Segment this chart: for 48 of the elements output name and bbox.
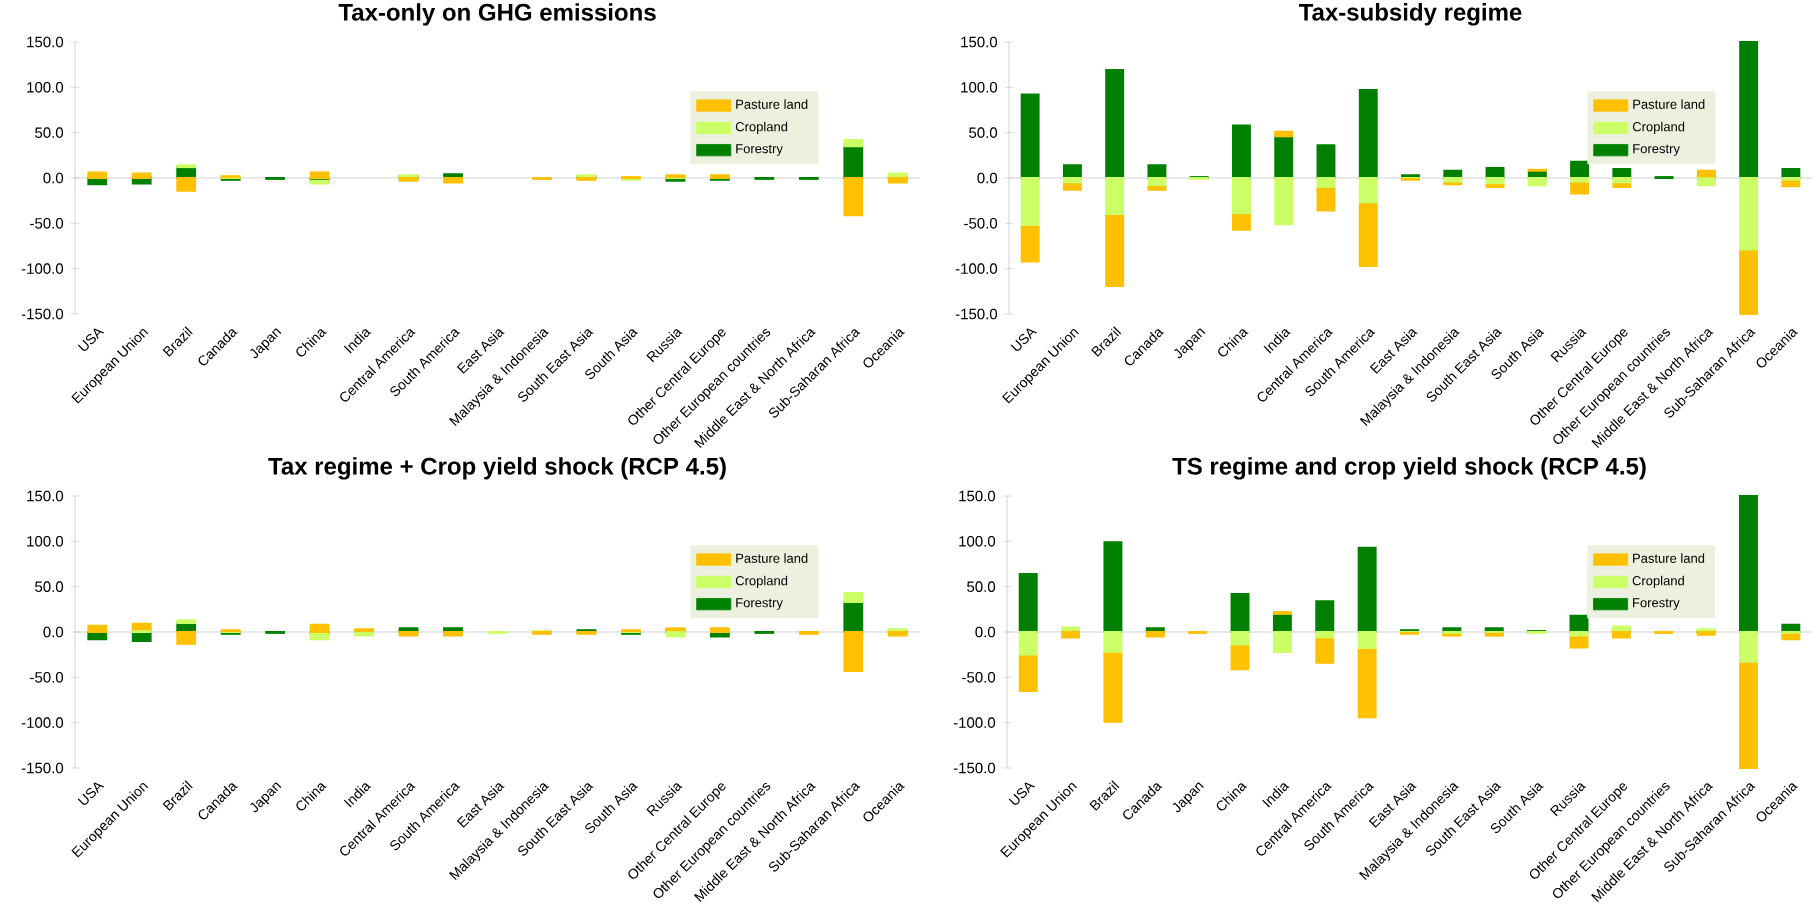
y-tick-label: -150.0 bbox=[21, 762, 64, 774]
legend-label: Cropland bbox=[735, 575, 788, 588]
y-tick-label: -50.0 bbox=[30, 672, 64, 683]
y-tick-label: 0.0 bbox=[43, 626, 64, 638]
y-tick-label: -50.0 bbox=[30, 218, 64, 229]
legend-label: Cropland bbox=[1632, 575, 1684, 588]
y-tick-label: 100.0 bbox=[961, 82, 998, 93]
y-tick-label: -100.0 bbox=[955, 263, 998, 274]
y-tick-label: 50.0 bbox=[35, 581, 64, 592]
y-tick-label: -50.0 bbox=[964, 218, 998, 229]
legend-label: Cropland bbox=[1632, 121, 1685, 134]
y-tick-label: -150.0 bbox=[953, 762, 996, 774]
y-tick-label: 100.0 bbox=[27, 82, 64, 93]
legend-label: Pasture land bbox=[1633, 553, 1705, 563]
y-tick-label: -100.0 bbox=[953, 717, 996, 728]
y-tick-label: 0.0 bbox=[43, 172, 64, 184]
y-tick-label: -100.0 bbox=[21, 263, 64, 274]
x-tick-label: USA bbox=[1010, 328, 1038, 351]
y-tick-label: 150.0 bbox=[959, 490, 996, 502]
chart-title: Tax regime + Crop yield shock (RCP 4.5) bbox=[268, 457, 726, 480]
y-tick-label: 0.0 bbox=[975, 626, 996, 638]
x-tick-label: USA bbox=[1008, 782, 1036, 805]
y-tick-label: 0.0 bbox=[977, 172, 998, 184]
x-tick-label: USA bbox=[77, 328, 105, 351]
chart-title: TS regime and crop yield shock (RCP 4.5) bbox=[1172, 457, 1646, 480]
y-tick-label: 150.0 bbox=[961, 36, 998, 48]
y-tick-label: 150.0 bbox=[27, 36, 64, 48]
y-tick-label: 100.0 bbox=[27, 536, 64, 547]
legend-label: Pasture land bbox=[736, 553, 808, 563]
legend-label: Forestry bbox=[1633, 144, 1680, 156]
legend-label: Cropland bbox=[735, 121, 788, 134]
chart-title: Tax-subsidy regime bbox=[1298, 3, 1522, 26]
chart-title: Tax-only on GHG emissions bbox=[338, 3, 656, 26]
y-tick-label: 50.0 bbox=[969, 127, 998, 138]
y-tick-label: 50.0 bbox=[967, 581, 996, 592]
legend-label: Forestry bbox=[736, 598, 783, 610]
y-tick-label: -50.0 bbox=[962, 672, 996, 683]
y-tick-label: 100.0 bbox=[959, 536, 996, 547]
legend-label: Forestry bbox=[1633, 598, 1680, 610]
y-tick-label: -150.0 bbox=[955, 308, 998, 320]
y-tick-label: 50.0 bbox=[35, 127, 64, 138]
legend-label: Pasture land bbox=[1633, 99, 1705, 109]
x-tick-label: USA bbox=[77, 782, 105, 805]
legend-label: Pasture land bbox=[736, 99, 808, 109]
legend-label: Forestry bbox=[736, 144, 783, 156]
y-tick-label: 150.0 bbox=[27, 490, 64, 502]
y-tick-label: -100.0 bbox=[21, 717, 64, 728]
y-tick-label: -150.0 bbox=[21, 308, 64, 320]
